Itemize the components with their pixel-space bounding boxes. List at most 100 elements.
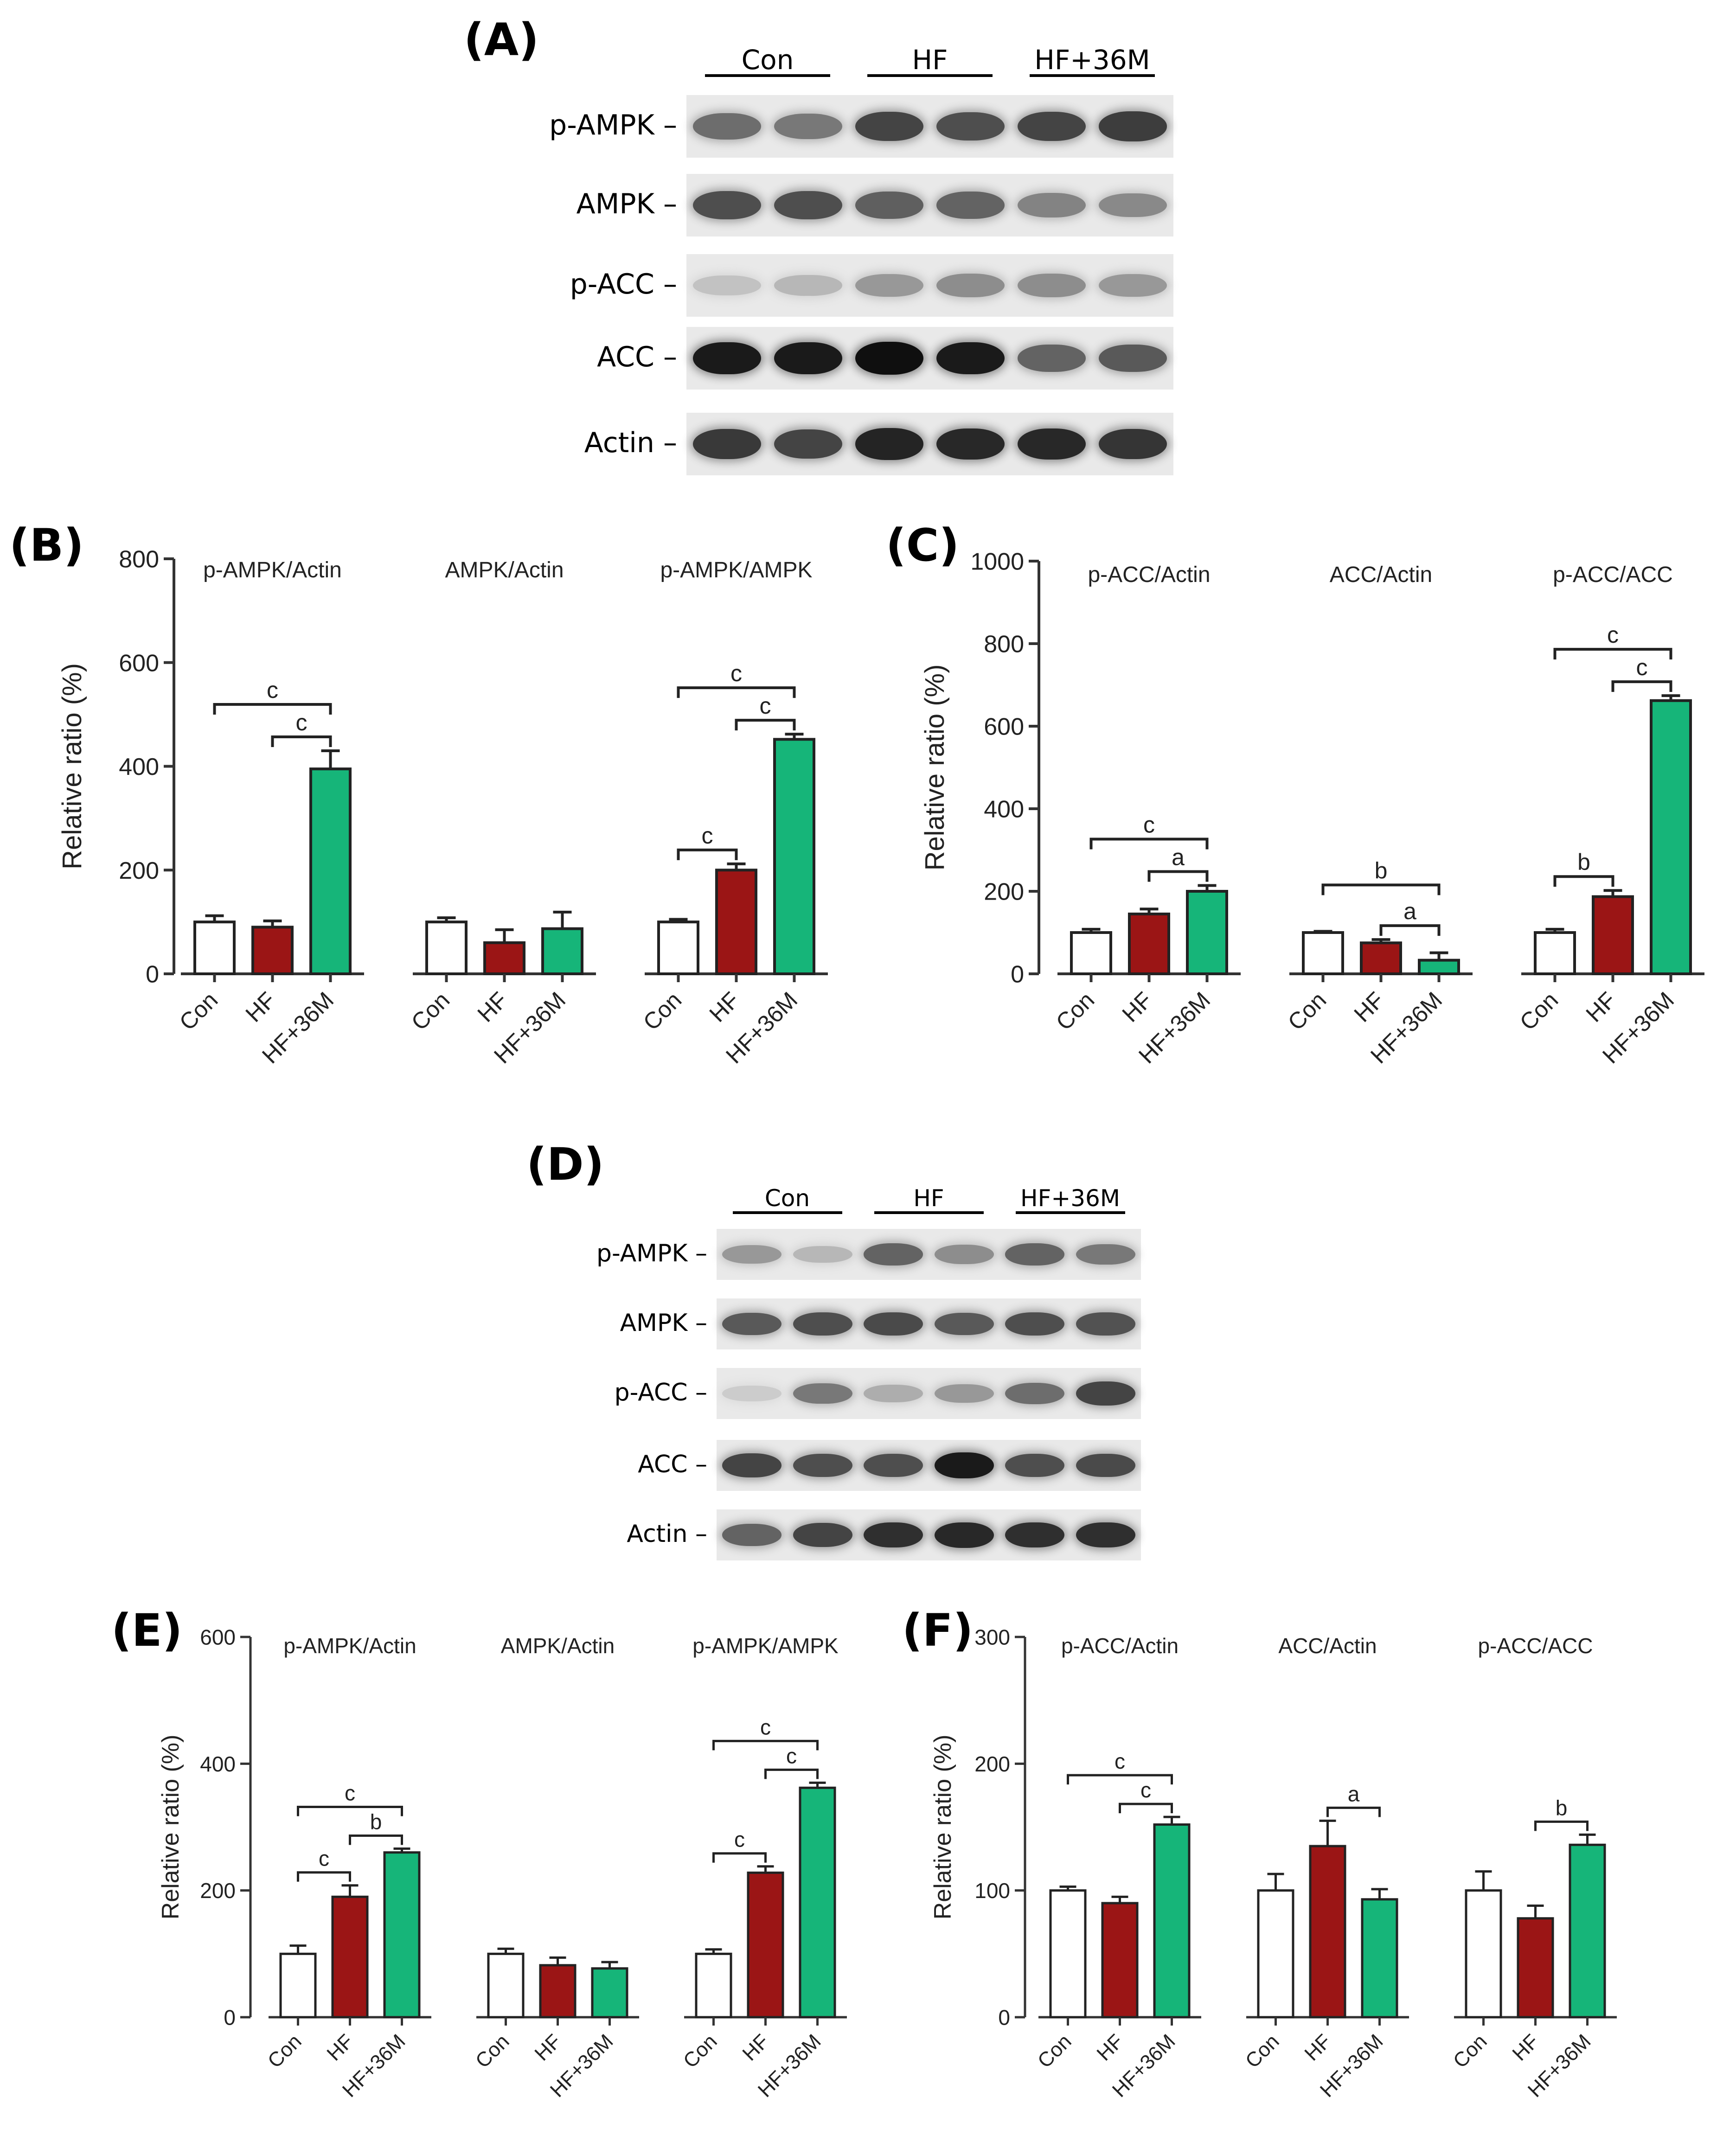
significance-bracket [1119, 1803, 1173, 1814]
significance-bracket [1379, 924, 1441, 936]
category-label: HF [1508, 2030, 1543, 2065]
y-tick-label: 300 [974, 1625, 1010, 1649]
bar [1418, 959, 1460, 976]
bar [695, 1952, 732, 2019]
blot-d-group-line [732, 1211, 842, 1214]
bar [1302, 931, 1344, 975]
blot-a-band [1018, 273, 1086, 298]
group-title: p-ACC/ACC [1553, 563, 1673, 587]
blot-a-row-label: Actin – [584, 427, 677, 460]
category-label: Con [1283, 987, 1331, 1035]
bar [1101, 1902, 1139, 2019]
blot-d-band [1005, 1383, 1065, 1404]
blot-d-strip [717, 1298, 1141, 1349]
significance-label: c [702, 823, 713, 849]
category-label: Con [1051, 987, 1099, 1035]
blot-a-strip [686, 95, 1173, 158]
blot-a-band [693, 275, 761, 295]
blot-d-band [864, 1453, 923, 1477]
significance-label: c [760, 1715, 771, 1739]
significance-label: c [1636, 654, 1648, 680]
significance-bracket [1326, 1806, 1381, 1817]
category-label: HF [241, 987, 281, 1027]
blot-a-band [774, 275, 842, 296]
blot-d-group-label: HF [913, 1185, 944, 1212]
blot-a-band [936, 428, 1005, 460]
significance-label: c [296, 710, 307, 735]
blot-a-band [855, 341, 923, 375]
group-title: p-AMPK/Actin [203, 558, 342, 582]
y-tick-label: 200 [984, 879, 1024, 906]
significance-bracket [349, 1834, 403, 1845]
significance-label: c [760, 693, 771, 719]
blot-d-strip [717, 1440, 1141, 1491]
blot-d-group-label: HF+36M [1020, 1185, 1120, 1212]
y-tick-label: 200 [200, 1879, 236, 1903]
blot-a-band [936, 192, 1005, 219]
y-tick-label: 400 [119, 754, 159, 780]
blot-a-strip [686, 254, 1173, 317]
blot-d-row-label: p-AMPK – [596, 1239, 707, 1267]
y-axis-label: Relative ratio (%) [57, 663, 87, 869]
significance-label: c [786, 1744, 797, 1768]
blot-d-band [793, 1453, 852, 1477]
bar [1153, 1823, 1191, 2019]
blot-a-band [855, 274, 923, 297]
bar [1465, 1889, 1502, 2019]
y-axis-label: Relative ratio (%) [157, 1735, 184, 1920]
blot-d-band [1005, 1453, 1065, 1477]
blot-a-group-label: HF+36M [1034, 44, 1150, 76]
blot-a-band [855, 192, 923, 219]
bar [1569, 1843, 1606, 2019]
significance-bracket [677, 686, 796, 698]
panel-label-f: (F) [902, 1604, 974, 1656]
significance-bracket [213, 703, 332, 715]
bar [1070, 931, 1112, 975]
bar [487, 1952, 525, 2019]
category-label: HF [1581, 987, 1621, 1027]
category-label: HF [530, 2030, 565, 2065]
category-label: HF [322, 2030, 358, 2065]
significance-label: c [1607, 622, 1619, 648]
significance-label: b [1577, 849, 1590, 875]
y-tick-label: 400 [984, 796, 1024, 823]
bar [383, 1851, 421, 2019]
bar [1650, 699, 1692, 975]
y-tick-label: 1000 [970, 549, 1024, 575]
y-tick-label: 400 [200, 1752, 236, 1776]
significance-label: c [1140, 1778, 1151, 1802]
panel-label-a: (A) [464, 14, 539, 66]
blot-a-band [1099, 428, 1167, 460]
category-label: Con [406, 987, 455, 1035]
blot-d-band [722, 1453, 782, 1477]
blot-d-strip [717, 1368, 1141, 1419]
bar [1517, 1917, 1554, 2019]
panel-label-d: (D) [526, 1138, 604, 1190]
category-label: Con [263, 2030, 306, 2072]
bar [331, 1895, 369, 2019]
blot-a-group-line [1030, 74, 1155, 77]
significance-label: c [267, 677, 278, 703]
bar [541, 927, 583, 976]
blot-d-band [722, 1245, 782, 1264]
bar [251, 926, 294, 975]
group-title: ACC/Actin [1278, 1634, 1377, 1658]
significance-label: c [319, 1847, 329, 1871]
blot-a-band [936, 273, 1005, 298]
significance-bracket [1147, 870, 1209, 882]
significance-label: c [345, 1781, 355, 1805]
group-title: p-AMPK/Actin [283, 1634, 416, 1658]
category-label: Con [679, 2030, 722, 2072]
blot-a-band [774, 429, 842, 459]
group-title: p-ACC/ACC [1478, 1634, 1593, 1658]
blot-d-group-line [874, 1211, 984, 1214]
bar [715, 869, 757, 975]
blot-a-group-label: Con [741, 44, 794, 76]
blot-a-band [693, 342, 761, 375]
blot-d-group-label: Con [764, 1185, 810, 1212]
blot-a-strip [686, 327, 1173, 390]
bar [1128, 912, 1170, 976]
blot-a-row-label: ACC – [597, 341, 677, 374]
bar [483, 941, 525, 975]
blot-d-band [1005, 1312, 1065, 1336]
